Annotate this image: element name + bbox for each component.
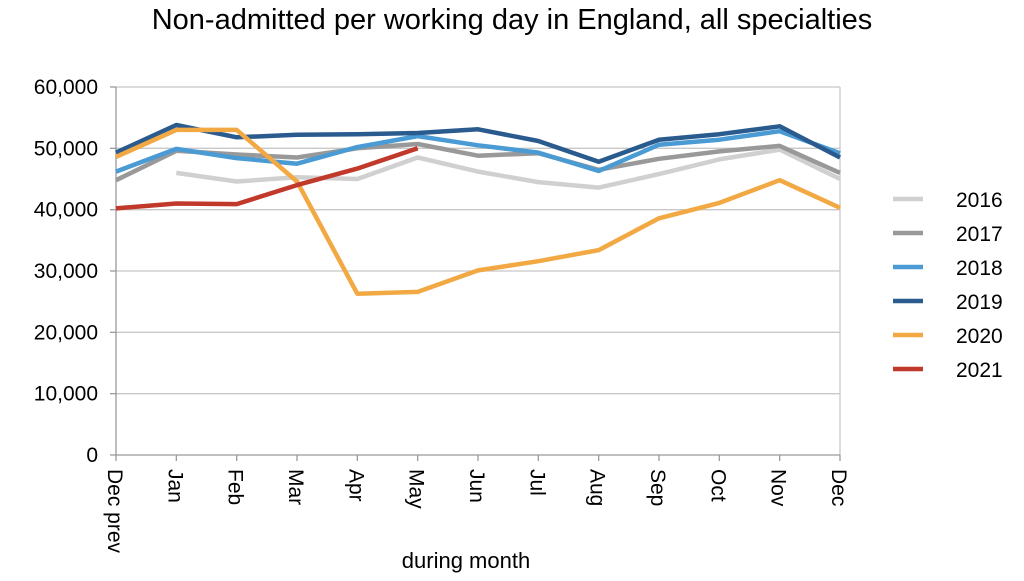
series-line-2021	[115, 146, 419, 211]
legend-label-2018: 2018	[956, 257, 1003, 280]
y-tick-label: 0	[86, 444, 98, 467]
series-line-2018	[115, 128, 841, 174]
x-tick-label: Sep	[646, 469, 669, 506]
series-line-2017	[115, 141, 841, 183]
y-tick-label: 30,000	[34, 260, 98, 283]
y-tick-label: 60,000	[34, 76, 98, 99]
legend-label-2021: 2021	[956, 359, 1003, 382]
x-tick-labels: Dec prev Jan Feb Mar Apr May Jun Jul Aug Sep Oct No…	[103, 469, 850, 554]
x-tick-label: Oct	[706, 469, 729, 502]
series-line-2016	[175, 147, 841, 190]
x-tick-label: May	[405, 469, 428, 509]
x-tick-label: Feb	[224, 469, 247, 505]
x-tick-label: Aug	[586, 469, 609, 506]
y-tick-label: 40,000	[34, 199, 98, 222]
x-tick-label: Dec prev	[103, 469, 126, 554]
x-tick-label: Nov	[767, 469, 790, 507]
series-line-2019	[115, 122, 842, 165]
legend: 2016 2017 2018 2019 2020 2021	[893, 189, 1003, 382]
chart-title: Non-admitted per working day in England,…	[151, 4, 873, 36]
y-tick-labels: 0 10,000 20,000 30,000 40,000 50,000 60,000	[34, 76, 98, 467]
legend-label-2017: 2017	[956, 223, 1003, 246]
x-tick-label: Dec	[827, 469, 850, 506]
x-tick-label: Apr	[344, 469, 367, 502]
y-tick-label: 20,000	[34, 321, 98, 344]
x-tick-label: Mar	[284, 469, 307, 505]
x-axis-label: during month	[402, 548, 530, 573]
series-lines	[115, 122, 842, 296]
x-tick-label: Jul	[525, 469, 548, 496]
axes	[110, 86, 841, 461]
y-tick-label: 10,000	[34, 383, 98, 406]
legend-label-2020: 2020	[956, 325, 1003, 348]
legend-label-2016: 2016	[956, 189, 1003, 212]
x-tick-label: Jun	[465, 469, 488, 503]
y-tick-label: 50,000	[34, 137, 98, 160]
series-line-2020	[115, 127, 841, 296]
x-tick-label: Jan	[163, 469, 186, 503]
legend-label-2019: 2019	[956, 291, 1003, 314]
